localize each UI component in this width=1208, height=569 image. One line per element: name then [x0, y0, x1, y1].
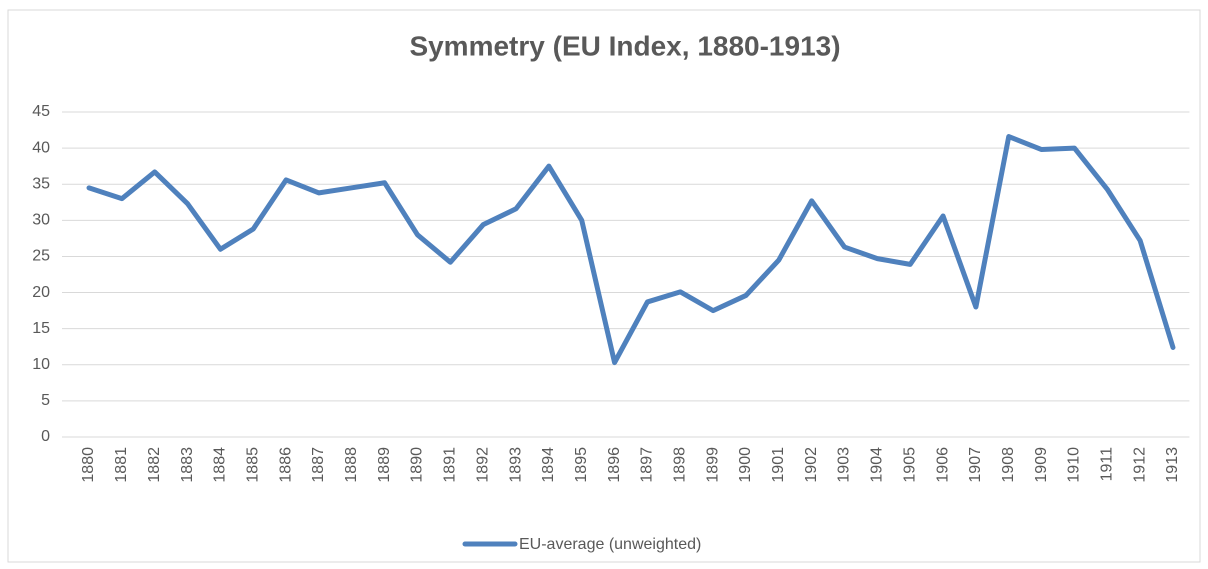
x-tick-label: 1901: [770, 447, 787, 483]
x-tick-label: 1893: [507, 447, 524, 483]
x-tick-label: 1908: [1000, 447, 1017, 483]
y-tick-label: 0: [41, 428, 50, 445]
x-tick-label: 1911: [1099, 447, 1116, 482]
y-tick-label: 30: [32, 212, 50, 229]
x-tick-label: 1898: [671, 447, 688, 483]
x-tick-label: 1891: [442, 447, 459, 483]
y-tick-label: 5: [41, 392, 50, 409]
x-tick-label: 1894: [540, 447, 557, 483]
x-tick-label: 1884: [212, 447, 229, 483]
x-tick-label: 1896: [606, 447, 623, 483]
x-tick-label: 1904: [869, 447, 886, 483]
x-tick-label: 1892: [474, 447, 491, 483]
x-tick-label: 1886: [277, 447, 294, 483]
y-tick-label: 45: [32, 103, 50, 120]
chart-frame: [7, 9, 1201, 563]
x-tick-label: 1906: [934, 447, 951, 483]
x-tick-label: 1907: [967, 447, 984, 483]
x-tick-label: 1903: [836, 447, 853, 483]
x-tick-label: 1905: [901, 447, 918, 483]
x-tick-label: 1900: [737, 447, 754, 483]
x-tick-label: 1888: [343, 447, 360, 483]
x-tick-label: 1912: [1131, 447, 1148, 483]
x-tick-label: 1913: [1164, 447, 1181, 483]
x-tick-label: 1899: [704, 447, 721, 483]
y-tick-label: 25: [32, 248, 50, 265]
x-tick-label: 1910: [1066, 447, 1083, 483]
y-tick-label: 35: [32, 175, 50, 192]
x-tick-label: 1909: [1033, 447, 1050, 483]
x-tick-label: 1897: [639, 447, 656, 483]
chart-title: Symmetry (EU Index, 1880-1913): [409, 30, 840, 61]
series-line: [86, 134, 1176, 366]
x-tick-label: 1902: [803, 447, 820, 483]
y-tick-label: 10: [32, 356, 50, 373]
y-tick-label: 20: [32, 284, 50, 301]
legend-label: EU-average (unweighted): [519, 536, 701, 553]
y-tick-label: 40: [32, 139, 50, 156]
x-tick-label: 1885: [244, 447, 261, 483]
x-tick-label: 1883: [179, 447, 196, 483]
x-tick-label: 1882: [146, 447, 163, 483]
x-tick-label: 1887: [310, 447, 327, 483]
x-tick-label: 1881: [113, 447, 130, 483]
x-tick-label: 1880: [80, 447, 97, 483]
x-tick-label: 1889: [376, 447, 393, 483]
x-tick-label: 1890: [409, 447, 426, 483]
y-tick-label: 15: [32, 320, 50, 337]
x-tick-label: 1895: [573, 447, 590, 483]
